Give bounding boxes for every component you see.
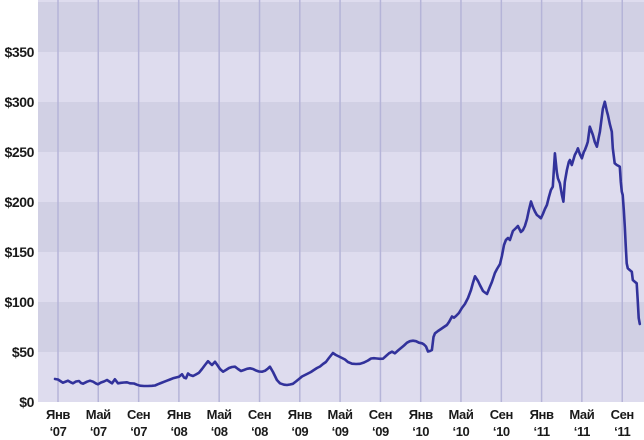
x-axis-tick-month-label: Сен [369, 407, 392, 422]
x-axis-tick-month-label: Янв [288, 407, 312, 422]
x-axis-tick-year-label: ‘11 [614, 424, 630, 439]
x-axis-tick-month-label: Май [448, 407, 473, 422]
x-axis-tick-year-label: ‘07 [90, 424, 107, 439]
plot-band [38, 202, 644, 252]
x-axis-tick-year-label: ‘10 [412, 424, 429, 439]
x-axis-tick-month-label: Май [569, 407, 594, 422]
x-axis-tick-year-label: ‘09 [291, 424, 308, 439]
x-axis-tick-month-label: Сен [611, 407, 634, 422]
x-axis-tick-year-label: ‘07 [50, 424, 67, 439]
x-axis-tick-year-label: ‘11 [574, 424, 590, 439]
x-axis-tick-year-label: ‘08 [251, 424, 268, 439]
x-axis-tick-month-label: Сен [490, 407, 513, 422]
y-axis-labels: $0 $50 $100 $150 $200 $250 $300 $350 [4, 44, 35, 410]
plot-band [38, 352, 644, 402]
x-axis-tick-year-label: ‘10 [453, 424, 470, 439]
x-axis-tick-month-label: Май [328, 407, 353, 422]
x-axis-tick-year-label: ‘07 [130, 424, 147, 439]
y-axis-tick-label: $200 [4, 194, 34, 210]
x-axis-tick-year-label: ‘11 [534, 424, 550, 439]
x-axis-tick-month-label: Янв [167, 407, 191, 422]
y-axis-tick-label: $250 [4, 144, 34, 160]
plot-band [38, 2, 644, 52]
price-line [53, 100, 642, 388]
x-axis-tick-year-label: ‘08 [170, 424, 187, 439]
plot-band [38, 102, 644, 152]
x-axis-tick-year-label: ‘10 [493, 424, 510, 439]
x-axis-tick-month-label: Янв [530, 407, 554, 422]
x-axis-tick-month-label: Янв [46, 407, 70, 422]
x-axis-tick-month-label: Сен [127, 407, 150, 422]
x-axis-tick-year-label: ‘08 [211, 424, 228, 439]
plot-band [38, 302, 644, 352]
y-axis-tick-label: $350 [4, 44, 34, 60]
x-axis-tick-year-label: ‘09 [332, 424, 349, 439]
y-axis-tick-label: $300 [4, 94, 34, 110]
price-line-series [53, 100, 642, 388]
y-axis-tick-label: $0 [19, 394, 34, 410]
x-axis-tick-month-label: Май [207, 407, 232, 422]
x-axis-tick-month-label: Янв [409, 407, 433, 422]
x-axis-tick-month-label: Май [86, 407, 111, 422]
plot-band [38, 52, 644, 102]
y-axis-tick-label: $100 [4, 294, 34, 310]
x-axis-tick-year-label: ‘09 [372, 424, 389, 439]
plot-band [38, 252, 644, 302]
plot-band [38, 0, 644, 2]
x-axis-labels: Янв ‘07 Май ‘07 Сен ‘07 Янв ‘08 Май ‘08 Сен ‘08 Янв ‘… [46, 407, 634, 439]
x-axis-tick-month-label: Сен [248, 407, 271, 422]
y-axis-tick-label: $50 [12, 344, 35, 360]
y-axis-tick-label: $150 [4, 244, 34, 260]
plot-background-bands [38, 0, 644, 402]
